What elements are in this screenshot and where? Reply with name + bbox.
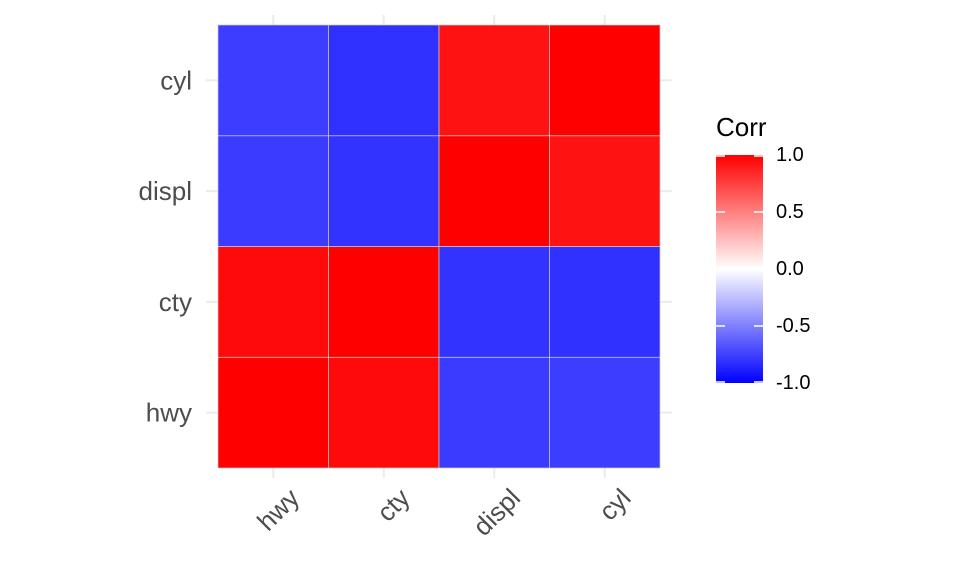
heatmap-cell-cty-displ [438,246,550,358]
y-tick-label: hwy [146,398,192,428]
heatmap-cell-cyl-displ [438,24,550,137]
legend-tick-label: 1.0 [776,144,804,166]
legend: Corr 1.0 0.5 0.0 -0.5 -1.0 [716,112,810,394]
heatmap-cell-displ-hwy [217,135,329,247]
x-axis-ticks: hwy cty displ cyl [251,483,636,542]
heatmap-cell-displ-cty [328,135,440,247]
x-tick-label: cyl [593,483,637,527]
legend-tick-label: 0.5 [776,201,804,223]
heatmap-cell-hwy-hwy [217,356,329,469]
heatmap-cell-cty-hwy [217,246,329,358]
heatmap-cell-cyl-cyl [549,24,661,137]
legend-title: Corr [716,112,767,142]
x-tick-label: cty [371,483,416,528]
x-tick-label: hwy [251,483,305,537]
legend-ticks: 1.0 0.5 0.0 -0.5 -1.0 [716,144,810,394]
heatmap-cell-hwy-cyl [549,356,661,469]
y-axis-ticks: hwy cty displ cyl [139,65,192,427]
y-tick-label: cty [159,287,192,317]
x-tick-label: displ [467,483,526,542]
y-tick-label: cyl [160,65,192,95]
heatmap-cell-displ-displ [438,135,550,247]
legend-tick-label: 0.0 [776,258,804,280]
heatmap-cell-cty-cyl [549,246,661,358]
heatmap-cell-displ-cyl [549,135,661,247]
heatmap-cell-cty-cty [328,246,440,358]
heatmap-cell-cyl-cty [328,24,440,137]
legend-tick-label: -0.5 [776,315,810,337]
legend-tick-label: -1.0 [776,372,810,394]
heatmap-cell-hwy-cty [328,356,440,469]
y-tick-label: displ [139,176,192,206]
heatmap-cell-hwy-displ [438,356,550,469]
heatmap-cells [217,24,661,469]
heatmap-cell-cyl-hwy [217,24,329,137]
